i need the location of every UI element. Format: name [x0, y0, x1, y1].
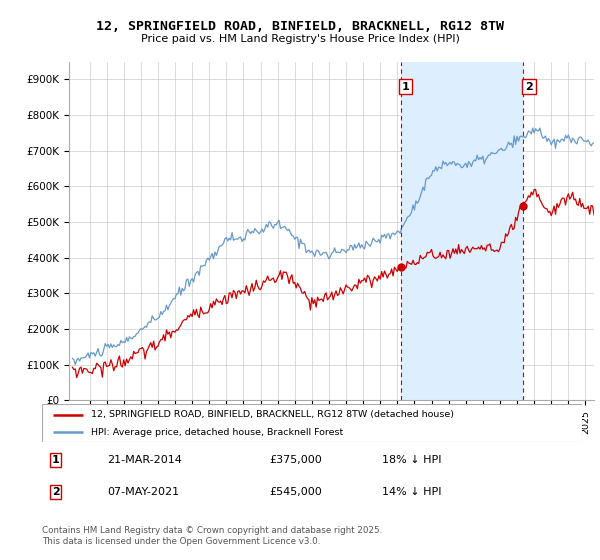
- Text: £375,000: £375,000: [269, 455, 322, 465]
- Text: HPI: Average price, detached house, Bracknell Forest: HPI: Average price, detached house, Brac…: [91, 428, 343, 437]
- Text: 1: 1: [52, 455, 59, 465]
- Text: 2: 2: [525, 82, 533, 92]
- Text: 21-MAR-2014: 21-MAR-2014: [107, 455, 182, 465]
- Text: £545,000: £545,000: [269, 487, 322, 497]
- Text: 2: 2: [52, 487, 59, 497]
- Text: 18% ↓ HPI: 18% ↓ HPI: [382, 455, 442, 465]
- Text: 12, SPRINGFIELD ROAD, BINFIELD, BRACKNELL, RG12 8TW: 12, SPRINGFIELD ROAD, BINFIELD, BRACKNEL…: [96, 20, 504, 34]
- Text: Contains HM Land Registry data © Crown copyright and database right 2025.
This d: Contains HM Land Registry data © Crown c…: [42, 526, 382, 546]
- FancyBboxPatch shape: [42, 404, 582, 442]
- Text: 1: 1: [401, 82, 409, 92]
- Text: 14% ↓ HPI: 14% ↓ HPI: [382, 487, 442, 497]
- Text: Price paid vs. HM Land Registry's House Price Index (HPI): Price paid vs. HM Land Registry's House …: [140, 34, 460, 44]
- Text: 12, SPRINGFIELD ROAD, BINFIELD, BRACKNELL, RG12 8TW (detached house): 12, SPRINGFIELD ROAD, BINFIELD, BRACKNEL…: [91, 410, 454, 419]
- Bar: [401, 62, 523, 400]
- Text: 07-MAY-2021: 07-MAY-2021: [107, 487, 179, 497]
